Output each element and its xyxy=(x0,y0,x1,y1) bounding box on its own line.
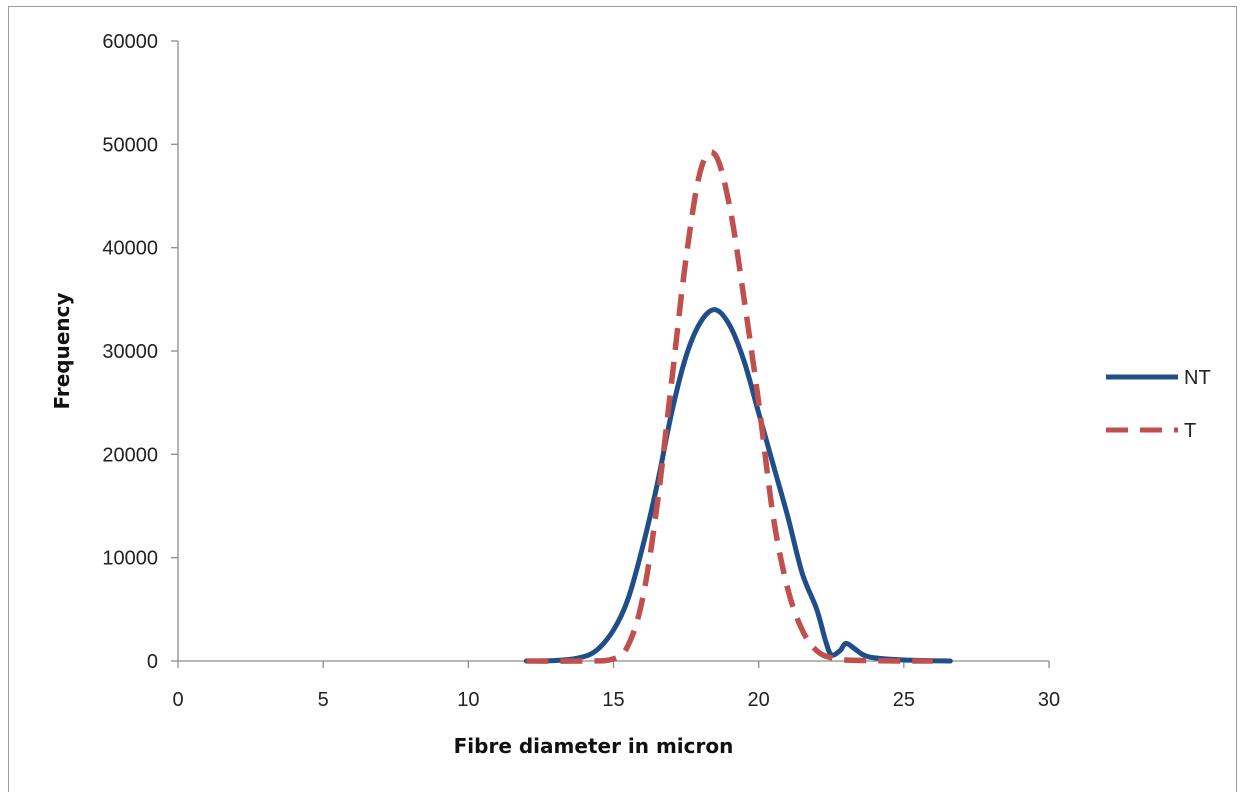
series-line-nt xyxy=(523,307,953,664)
legend-label-nt: NT xyxy=(1184,367,1211,389)
x-axis-title: Fibre diameter in micron xyxy=(454,734,734,758)
y-tick-label: 0 xyxy=(147,651,158,673)
legend-label-t: T xyxy=(1184,420,1196,442)
x-tick-label: 5 xyxy=(318,689,329,711)
y-tick-label: 30000 xyxy=(102,341,158,363)
y-tick-label: 10000 xyxy=(102,548,158,570)
legend: NT T xyxy=(1106,367,1211,442)
x-tick-label: 15 xyxy=(602,689,624,711)
x-tick-label: 0 xyxy=(172,689,183,711)
x-tick-label: 10 xyxy=(457,689,479,711)
y-tick-label: 20000 xyxy=(102,444,158,466)
y-tick-label: 60000 xyxy=(102,31,158,53)
axes: 0 10000 20000 30000 40000 50000 60000 0 5 10 15 20 2… xyxy=(102,31,1060,711)
x-tick-label: 20 xyxy=(748,689,770,711)
y-tick-label: 50000 xyxy=(102,134,158,156)
x-tick-label: 30 xyxy=(1038,689,1060,711)
series-line-t xyxy=(526,149,933,664)
series-layer xyxy=(523,149,953,664)
y-axis-title: Frequency xyxy=(50,292,74,409)
x-tick-label: 25 xyxy=(893,689,915,711)
y-tick-label: 40000 xyxy=(102,238,158,260)
